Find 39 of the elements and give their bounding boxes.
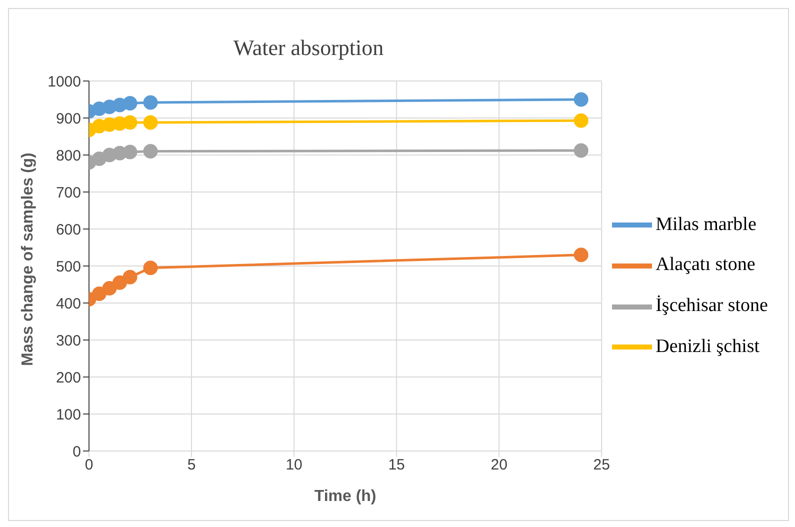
point — [122, 270, 138, 284]
point — [574, 143, 588, 158]
y-tick-label: 200 — [56, 369, 81, 386]
y-tick-label: 400 — [56, 295, 81, 312]
x-tick-label: 5 — [187, 456, 196, 474]
x-tick-label: 15 — [388, 456, 405, 474]
legend-label: İşcehisar stone — [656, 295, 768, 316]
point — [143, 95, 158, 110]
y-axis-title: Mass change of samples (g) — [20, 152, 37, 366]
point — [143, 115, 158, 130]
point — [122, 144, 138, 160]
point — [574, 92, 588, 107]
point — [122, 96, 138, 110]
y-tick-label: 1000 — [48, 73, 81, 90]
x-tick-label: 20 — [490, 456, 508, 474]
y-tick-label: 0 — [72, 443, 81, 460]
point — [574, 113, 588, 128]
x-axis-title: Time (h) — [314, 488, 376, 505]
y-tick-label: 600 — [56, 221, 81, 238]
x-tick-label: 0 — [84, 456, 94, 474]
y-tick-label: 900 — [56, 110, 81, 128]
y-tick-label: 800 — [56, 147, 81, 164]
point — [143, 260, 158, 276]
legend-label: Alaçatı stone — [656, 254, 756, 276]
y-tick-label: 700 — [56, 184, 81, 202]
point — [143, 144, 158, 159]
x-tick-label: 25 — [593, 456, 610, 474]
point — [112, 275, 128, 290]
y-tick-label: 300 — [56, 332, 81, 350]
x-tick-label: 10 — [286, 456, 302, 474]
point — [574, 248, 588, 262]
point — [122, 115, 138, 130]
point — [102, 280, 117, 296]
legend-label: Denizli şchist — [656, 336, 760, 357]
chart-title: Water absorption — [232, 35, 385, 61]
y-tick-label: 500 — [56, 258, 81, 276]
y-tick-label: 100 — [56, 406, 81, 424]
legend-label: Milas marble — [656, 214, 756, 235]
point — [92, 286, 106, 301]
